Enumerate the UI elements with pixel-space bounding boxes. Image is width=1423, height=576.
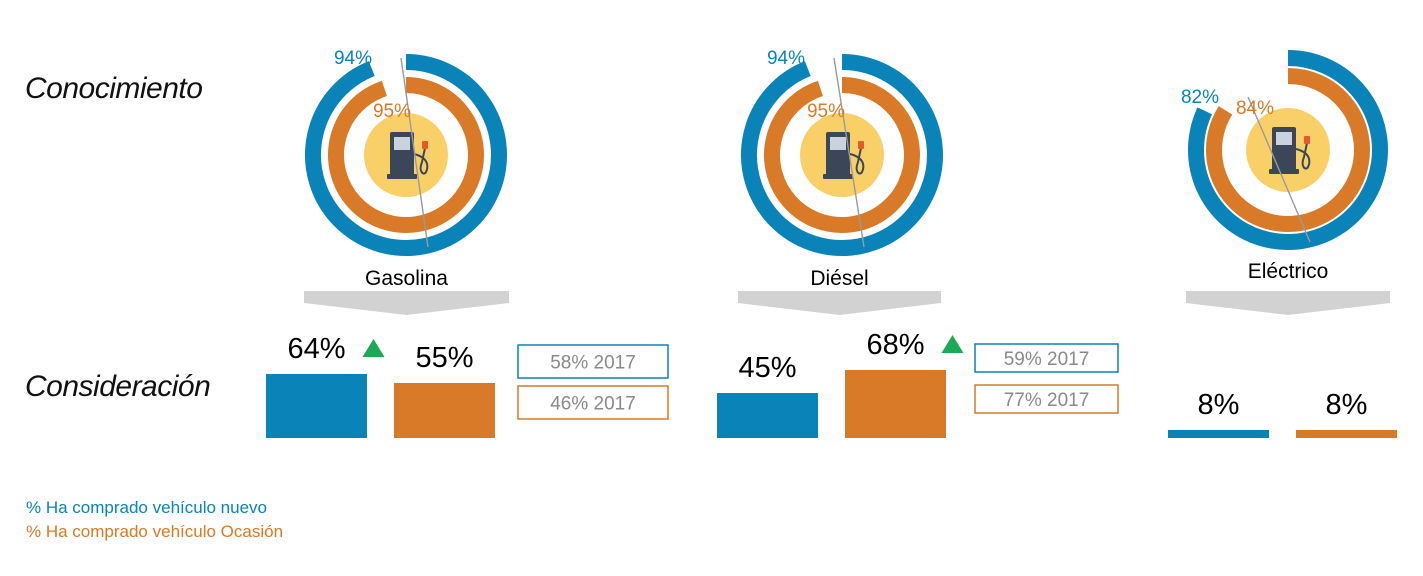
awareness-label-new: 94% xyxy=(767,48,805,69)
consideration-label-used: 68% xyxy=(866,329,924,361)
consideration-label-new: 45% xyxy=(738,352,796,384)
awareness-label-new: 94% xyxy=(334,48,372,69)
awareness-ring-used xyxy=(764,77,920,233)
fuel-pump-icon xyxy=(823,132,865,179)
comparison-label-used: 46% 2017 xyxy=(550,394,636,415)
category-label: Eléctrico xyxy=(1248,260,1329,283)
consideration-label-new: 64% xyxy=(287,333,345,365)
leader-line xyxy=(400,57,429,248)
consideration-bar-new xyxy=(1168,430,1269,438)
leader-line xyxy=(1247,96,1311,243)
awareness-label-used: 95% xyxy=(807,101,845,122)
legend-new-vehicle: % Ha comprado vehículo nuevo xyxy=(26,498,267,517)
consideration-label-used: 8% xyxy=(1326,389,1368,421)
comparison-box-used xyxy=(974,384,1119,414)
awareness-ring-new xyxy=(741,54,943,256)
row-label-awareness: Conocimiento xyxy=(25,72,203,105)
consideration-bar-used xyxy=(845,370,946,438)
fuel-group-3: 82% 84% Eléctrico 8% 8% xyxy=(1168,50,1397,438)
consideration-bar-used xyxy=(1296,430,1397,438)
comparison-label-new: 59% 2017 xyxy=(1004,349,1090,370)
fuel-group-2: 94% 95% Diésel 45% 68% 59% 2017 77% 2017 xyxy=(717,48,1119,438)
awareness-label-used: 95% xyxy=(373,101,411,122)
comparison-box-new xyxy=(974,343,1119,373)
awareness-ring-new xyxy=(1188,50,1388,250)
consideration-label-used: 55% xyxy=(415,342,473,374)
consideration-bar-new xyxy=(717,393,818,438)
leader-line xyxy=(833,57,865,248)
fuel-pump-icon xyxy=(387,132,429,179)
consideration-label-new: 8% xyxy=(1198,389,1240,421)
category-label: Diésel xyxy=(810,267,868,290)
comparison-box-used xyxy=(517,385,669,420)
down-arrow xyxy=(738,291,941,315)
category-label: Gasolina xyxy=(365,267,448,290)
awareness-ring-new xyxy=(305,54,507,256)
fuel-pump-icon xyxy=(1269,127,1311,174)
comparison-box-new xyxy=(517,344,669,379)
consideration-bar-used xyxy=(394,383,495,438)
fuel-group-1: 94% 95% Gasolina 64% 55% 58% 2017 46% 2017 xyxy=(266,48,669,438)
awareness-label-used: 84% xyxy=(1236,98,1274,119)
comparison-label-new: 58% 2017 xyxy=(550,353,636,374)
consideration-bar-new xyxy=(266,374,367,438)
up-arrow-icon xyxy=(362,339,385,357)
awareness-label-new: 82% xyxy=(1181,87,1219,108)
row-label-consideration: Consideración xyxy=(25,370,211,403)
down-arrow xyxy=(304,291,509,315)
legend-used-vehicle: % Ha comprado vehículo Ocasión xyxy=(26,522,284,541)
down-arrow xyxy=(1186,291,1390,315)
up-arrow-icon xyxy=(941,335,964,353)
awareness-ring-used xyxy=(1206,68,1370,232)
comparison-label-used: 77% 2017 xyxy=(1004,390,1090,411)
awareness-ring-used xyxy=(328,77,484,233)
